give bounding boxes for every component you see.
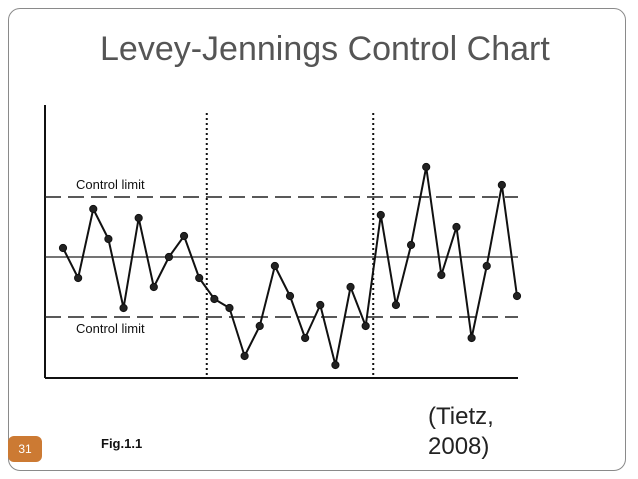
data-point [240,351,249,361]
data-point [210,294,219,304]
data-point [391,300,401,310]
data-point [452,222,461,232]
data-point [376,210,385,220]
data-point [104,234,113,244]
data-point [195,273,204,283]
data-point [301,333,310,343]
data-point [225,303,234,313]
data-point [361,321,370,331]
data-point [512,291,522,301]
data-point [74,273,83,283]
lower-control-limit-label: Control limit [76,321,145,336]
data-point [482,261,491,271]
slide-title: Levey-Jennings Control Chart [100,30,550,68]
data-point [89,204,98,214]
data-point [285,291,295,301]
page-number-badge: 31 [8,436,42,462]
data-point [467,333,476,343]
data-point [437,270,446,280]
data-point [406,240,416,250]
data-point [422,162,431,172]
data-point [346,282,355,292]
data-point [331,360,340,370]
data-point [316,300,325,310]
data-point [179,231,189,241]
data-point [119,303,128,313]
data-point [134,213,143,223]
data-point [58,243,68,253]
data-point [255,321,264,331]
citation: (Tietz, 2008) [428,403,494,460]
data-point [164,252,174,262]
data-point [497,180,506,190]
upper-control-limit-label: Control limit [76,177,145,192]
data-point [270,261,279,271]
data-point [149,282,158,292]
figure-caption: Fig.1.1 [101,436,143,451]
